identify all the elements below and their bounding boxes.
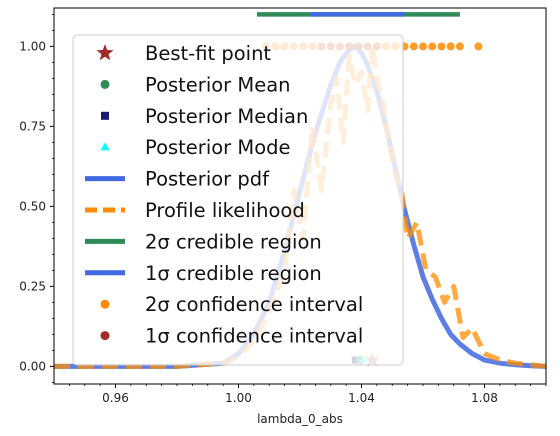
y-tick-label: 0.50 [19,199,46,213]
legend-handle-circle [100,331,110,341]
legend-label: Posterior Median [145,105,308,128]
confidence-2sigma-point [409,42,418,51]
y-tick-label: 0.00 [19,359,46,373]
legend-label: 1σ confidence interval [145,325,363,348]
legend-label: 2σ confidence interval [145,293,363,316]
legend-label: Profile likelihood [145,199,305,222]
legend-label: 2σ credible region [145,230,322,253]
confidence-2sigma-point [455,42,464,51]
x-axis-label: lambda_0_abs [257,412,343,426]
confidence-2sigma-point [474,42,483,51]
legend-handle-star [96,44,114,61]
x-tick-label: 1.08 [471,391,498,405]
y-tick-label: 0.25 [19,279,46,293]
legend-handle-circle [100,79,110,89]
legend-label: Posterior pdf [145,168,270,191]
confidence-2sigma-point [428,42,437,51]
legend-handle-square [101,111,109,120]
legend-label: 1σ credible region [145,262,322,285]
confidence-2sigma-point [437,42,446,51]
legend-box [72,34,404,366]
axes-layer: 0.96 1.00 1.04 1.08 0.00 0.25 0.50 0.75 1.00 [19,7,547,405]
confidence-2sigma-point [419,42,427,51]
legend-label: Posterior Mean [145,73,291,96]
y-tick-label: 0.75 [19,119,46,133]
legend: Best-fit point Posterior Mean Posterior Me… [72,34,404,366]
y-tick-label: 1.00 [19,39,46,53]
x-tick-label: 1.04 [348,391,375,405]
legend-handle-circle [100,299,110,309]
x-tick-label: 1.00 [225,391,252,405]
legend-handle-triangle [100,142,110,151]
legend-label: Best-fit point [145,42,271,65]
x-tick-label: 0.96 [102,391,129,405]
legend-label: Posterior Mode [145,136,291,159]
confidence-2sigma-point [446,42,455,51]
